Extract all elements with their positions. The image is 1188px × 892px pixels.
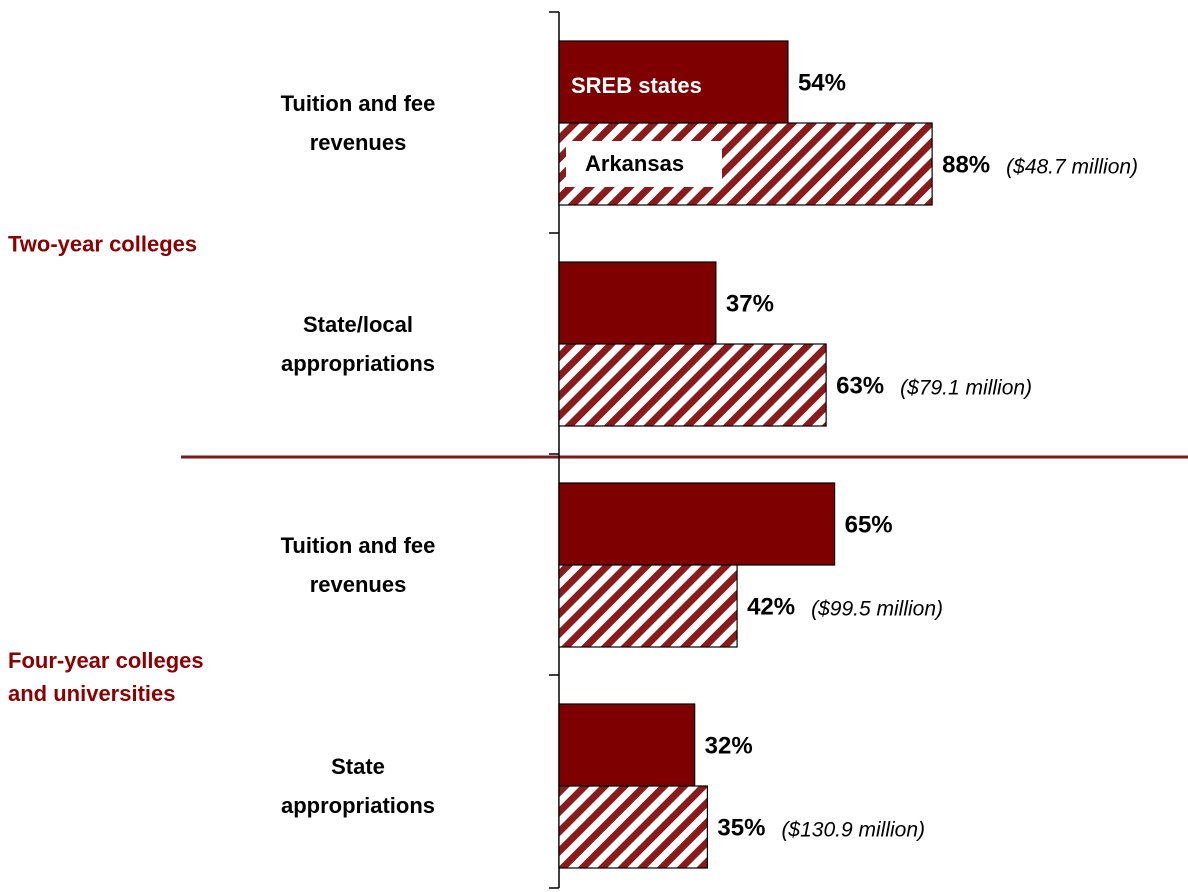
value-label: 65% <box>845 511 893 538</box>
category-label: State appropriations <box>280 753 435 818</box>
value-label: 37% <box>726 290 774 317</box>
bar <box>558 343 827 427</box>
legend-box <box>566 141 722 187</box>
annotation: ($48.7 million) <box>1006 156 1138 179</box>
value-label: 63% <box>836 372 884 399</box>
bar <box>558 785 708 869</box>
category-label: Tuition and fee revenues <box>280 532 436 597</box>
legend-label: Arkansas <box>585 151 684 176</box>
value-label: 54% <box>798 69 846 96</box>
bar <box>558 482 836 566</box>
value-label: 88% <box>942 151 990 178</box>
value-label: 35% <box>717 814 765 841</box>
annotation: ($79.1 million) <box>900 377 1032 400</box>
bar <box>558 564 738 648</box>
bar <box>558 261 717 345</box>
category-label: Tuition and fee revenues <box>280 90 436 155</box>
value-label: 32% <box>705 732 753 759</box>
group-label: Four-year colleges and universities <box>8 648 204 706</box>
legend-label: SREB states <box>571 73 702 98</box>
annotation: ($130.9 million) <box>781 819 925 842</box>
value-label: 42% <box>747 593 795 620</box>
bar <box>558 703 696 787</box>
annotation: ($99.5 million) <box>811 598 943 621</box>
group-label: Two-year colleges <box>8 231 198 257</box>
category-label: State/local appropriations <box>280 311 435 376</box>
